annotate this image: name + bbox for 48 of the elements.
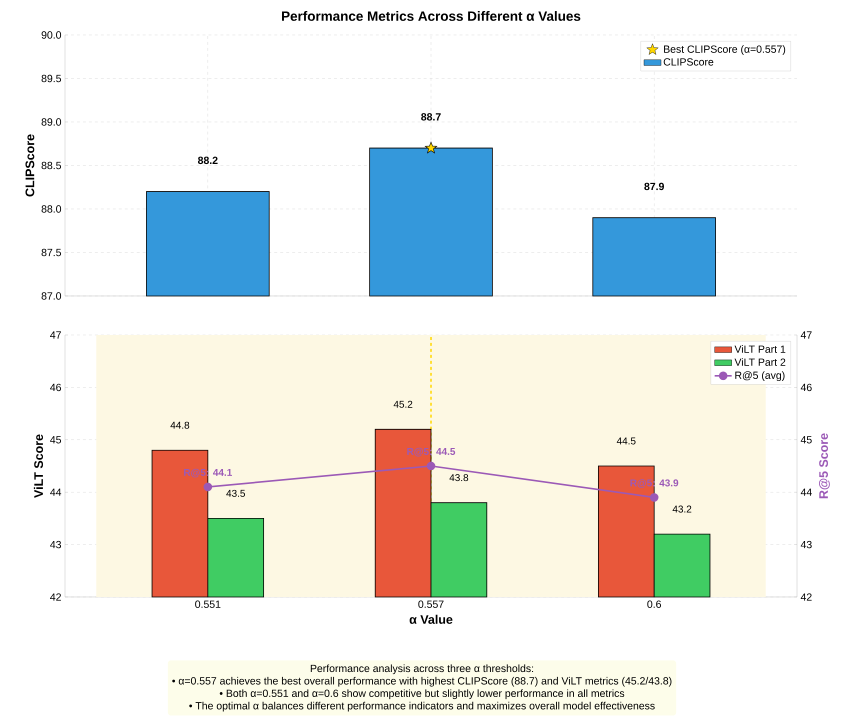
point (426, 462, 436, 470)
data-label: 44.5 (616, 438, 636, 444)
y-tick-label: 44 (50, 488, 62, 496)
y2-axis-title: R@5 Score (819, 433, 830, 498)
y2-tick-label: 46 (800, 384, 812, 392)
y-tick-label: 88.0 (42, 205, 62, 213)
x-tick-label: 0.551 (195, 600, 220, 608)
text: • Both α=0.551 and α=0.6 show competitive but slightly lower performance in all metrics (220, 689, 624, 700)
y-tick-label: 89.0 (42, 118, 62, 126)
x-tick-label: 0.6 (647, 600, 661, 608)
text: • α=0.557 achieves the best overall performance with highest CLIPScore (88.7) and ViLT metrics (45.2/43.8) (172, 676, 672, 687)
data-label: 43.8 (449, 474, 468, 482)
y-tick-label: 46 (50, 384, 62, 392)
y2-tick-label: 43 (800, 540, 812, 548)
y-axis-title: CLIPScore (25, 134, 34, 196)
y-tick-label: 90.0 (42, 31, 62, 39)
legend-label: ViLT Part 1 (734, 345, 786, 353)
legend-label: ViLT Part 2 (734, 358, 786, 366)
y-tick-label: 42 (50, 593, 61, 601)
chart-title: Performance Metrics Across Different α Values (282, 11, 580, 21)
data-label: 88.7 (421, 113, 441, 121)
data-label: 88.2 (198, 156, 218, 164)
y-tick-label: 87.5 (42, 248, 62, 256)
x-tick-label: 0.557 (418, 600, 444, 608)
point (204, 482, 212, 492)
y-tick-label: 88.5 (42, 162, 62, 170)
y-tick-label: 87.0 (42, 292, 62, 300)
text: • The optimal α balances different performance indicators and maximizes overall model effectiveness (189, 702, 655, 712)
y-tick-label: 45 (50, 436, 62, 444)
data-label: 44.8 (170, 422, 190, 429)
x-axis-title: α Value (410, 614, 452, 624)
data-label: 87.9 (644, 182, 664, 190)
y-axis-title: ViLT Score (34, 434, 44, 498)
legend-label: Best CLIPScore (α=0.557) (664, 45, 786, 55)
point (650, 493, 658, 502)
y2-tick-label: 47 (800, 331, 812, 339)
text: Performance analysis across three α thresholds: (310, 664, 534, 674)
data-label: 43.5 (226, 490, 246, 497)
y2-tick-label: 45 (800, 436, 812, 444)
y2-tick-label: 42 (800, 593, 812, 601)
legend-label: CLIPScore (664, 58, 714, 66)
y-tick-label: 89.5 (42, 74, 62, 82)
y2-tick-label: 44 (800, 488, 812, 496)
y-tick-label: 43 (50, 540, 62, 548)
legend-label: R@5 (avg) (735, 371, 785, 382)
data-label: 45.2 (394, 400, 412, 408)
y-tick-label: 47 (50, 331, 61, 339)
data-label: 43.2 (672, 506, 692, 513)
